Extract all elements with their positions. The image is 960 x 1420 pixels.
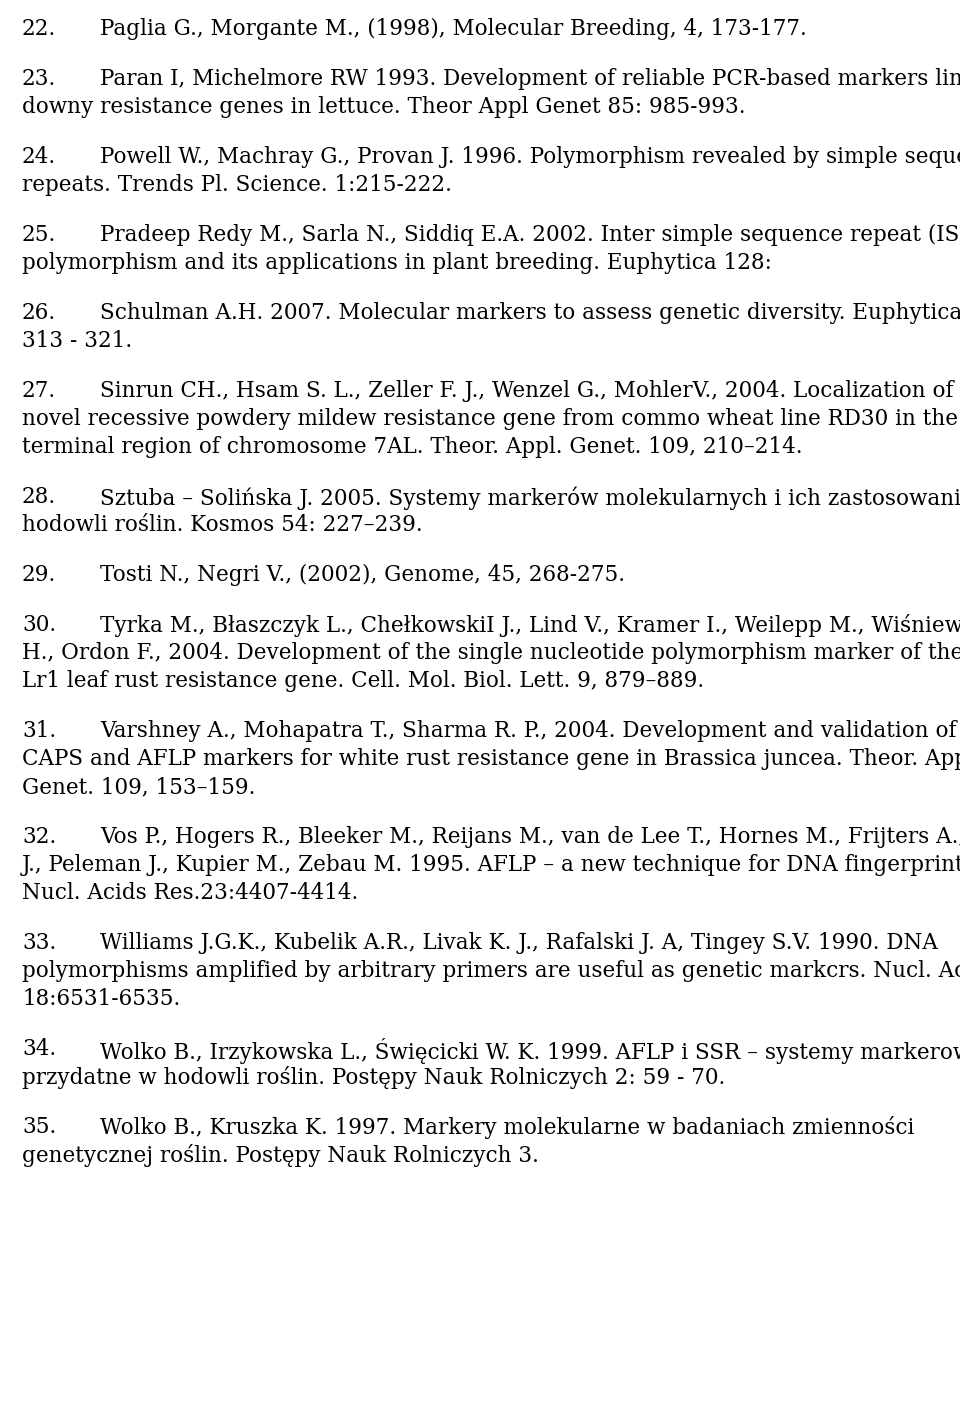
Text: genetycznej roślin. Postępy Nauk Rolniczych 3.: genetycznej roślin. Postępy Nauk Rolnicz… — [22, 1145, 539, 1167]
Text: 30.: 30. — [22, 613, 56, 636]
Text: polymorphisms amplified by arbitrary primers are useful as genetic markcrs. Nucl: polymorphisms amplified by arbitrary pri… — [22, 960, 960, 983]
Text: polymorphism and its applications in plant breeding. Euphytica 128:: polymorphism and its applications in pla… — [22, 251, 772, 274]
Text: 24.: 24. — [22, 146, 56, 168]
Text: Paglia G., Morgante M., (1998), Molecular Breeding, 4, 173-177.: Paglia G., Morgante M., (1998), Molecula… — [100, 18, 806, 40]
Text: 28.: 28. — [22, 486, 56, 508]
Text: Powell W., Machray G., Provan J. 1996. Polymorphism revealed by simple sequence: Powell W., Machray G., Provan J. 1996. P… — [100, 146, 960, 168]
Text: Tosti N., Negri V., (2002), Genome, 45, 268-275.: Tosti N., Negri V., (2002), Genome, 45, … — [100, 564, 625, 586]
Text: 313 - 321.: 313 - 321. — [22, 329, 132, 352]
Text: Williams J.G.K., Kubelik A.R., Livak K. J., Rafalski J. A, Tingey S.V. 1990. DNA: Williams J.G.K., Kubelik A.R., Livak K. … — [100, 932, 938, 954]
Text: CAPS and AFLP markers for white rust resistance gene in Brassica juncea. Theor. : CAPS and AFLP markers for white rust res… — [22, 748, 960, 770]
Text: repeats. Trends Pl. Science. 1:215-222.: repeats. Trends Pl. Science. 1:215-222. — [22, 175, 452, 196]
Text: Schulman A.H. 2007. Molecular markers to assess genetic diversity. Euphytica 158: Schulman A.H. 2007. Molecular markers to… — [100, 302, 960, 324]
Text: Genet. 109, 153–159.: Genet. 109, 153–159. — [22, 775, 255, 798]
Text: 29.: 29. — [22, 564, 57, 586]
Text: Pradeep Redy M., Sarla N., Siddiq E.A. 2002. Inter simple sequence repeat (ISSR): Pradeep Redy M., Sarla N., Siddiq E.A. 2… — [100, 224, 960, 246]
Text: 31.: 31. — [22, 720, 56, 743]
Text: przydatne w hodowli roślin. Postępy Nauk Rolniczych 2: 59 - 70.: przydatne w hodowli roślin. Postępy Nauk… — [22, 1066, 725, 1089]
Text: terminal region of chromosome 7AL. Theor. Appl. Genet. 109, 210–214.: terminal region of chromosome 7AL. Theor… — [22, 436, 803, 459]
Text: Sztuba – Solińska J. 2005. Systemy markerów molekularnych i ich zastosowanie w: Sztuba – Solińska J. 2005. Systemy marke… — [100, 486, 960, 510]
Text: downy resistance genes in lettuce. Theor Appl Genet 85: 985-993.: downy resistance genes in lettuce. Theor… — [22, 97, 746, 118]
Text: 33.: 33. — [22, 932, 57, 954]
Text: 27.: 27. — [22, 381, 56, 402]
Text: Sinrun CH., Hsam S. L., Zeller F. J., Wenzel G., MohlerV., 2004. Localization of: Sinrun CH., Hsam S. L., Zeller F. J., We… — [100, 381, 960, 402]
Text: Wolko B., Kruszka K. 1997. Markery molekularne w badaniach zmienności: Wolko B., Kruszka K. 1997. Markery molek… — [100, 1116, 914, 1139]
Text: 35.: 35. — [22, 1116, 57, 1137]
Text: Varshney A., Mohapatra T., Sharma R. P., 2004. Development and validation of: Varshney A., Mohapatra T., Sharma R. P.,… — [100, 720, 956, 743]
Text: 32.: 32. — [22, 826, 57, 848]
Text: 22.: 22. — [22, 18, 57, 40]
Text: 26.: 26. — [22, 302, 56, 324]
Text: Paran I, Michelmore RW 1993. Development of reliable PCR-based markers linked to: Paran I, Michelmore RW 1993. Development… — [100, 68, 960, 89]
Text: H., Ordon F., 2004. Development of the single nucleotide polymorphism marker of : H., Ordon F., 2004. Development of the s… — [22, 642, 960, 665]
Text: Lr1 leaf rust resistance gene. Cell. Mol. Biol. Lett. 9, 879–889.: Lr1 leaf rust resistance gene. Cell. Mol… — [22, 670, 704, 692]
Text: Nucl. Acids Res.23:4407-4414.: Nucl. Acids Res.23:4407-4414. — [22, 882, 358, 905]
Text: J., Peleman J., Kupier M., Zebau M. 1995. AFLP – a new technique for DNA fingerp: J., Peleman J., Kupier M., Zebau M. 1995… — [22, 853, 960, 876]
Text: 23.: 23. — [22, 68, 57, 89]
Text: Wolko B., Irzykowska L., Święcicki W. K. 1999. AFLP i SSR – systemy markerowe: Wolko B., Irzykowska L., Święcicki W. K.… — [100, 1038, 960, 1064]
Text: Tyrka M., Błaszczyk L., ChełkowskiI J., Lind V., Kramer I., Weilepp M., Wiśniews: Tyrka M., Błaszczyk L., ChełkowskiI J., … — [100, 613, 960, 638]
Text: 18:6531-6535.: 18:6531-6535. — [22, 988, 180, 1010]
Text: 25.: 25. — [22, 224, 57, 246]
Text: Vos P., Hogers R., Bleeker M., Reijans M., van de Lee T., Hornes M., Frijters A.: Vos P., Hogers R., Bleeker M., Reijans M… — [100, 826, 960, 848]
Text: 34.: 34. — [22, 1038, 56, 1059]
Text: novel recessive powdery mildew resistance gene from commo wheat line RD30 in the: novel recessive powdery mildew resistanc… — [22, 408, 958, 430]
Text: hodowli roślin. Kosmos 54: 227–239.: hodowli roślin. Kosmos 54: 227–239. — [22, 514, 422, 535]
